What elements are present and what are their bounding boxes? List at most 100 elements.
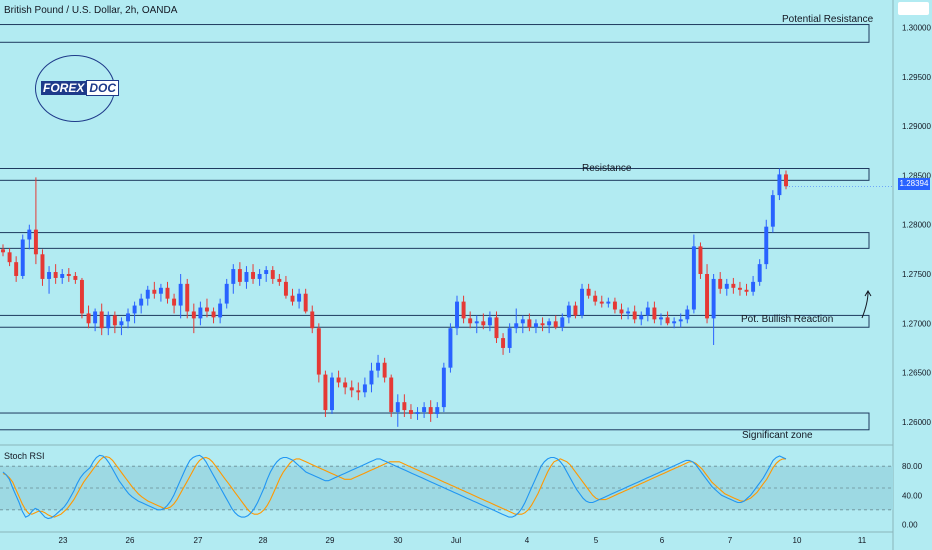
time-tick-label: 27 (194, 536, 203, 545)
zone-rect (0, 232, 870, 249)
candle (283, 275, 288, 299)
candle-body (455, 301, 459, 329)
candle (237, 262, 242, 286)
price-tick-label: 1.26000 (902, 418, 931, 427)
candle (362, 377, 367, 398)
candle (435, 402, 440, 418)
candle (428, 400, 433, 422)
price-tick-label: 1.29500 (902, 73, 931, 82)
candle-body (586, 288, 591, 296)
price-tick-label: 1.29000 (902, 122, 931, 131)
candle-body (270, 270, 275, 279)
candle-body (691, 246, 696, 310)
candle (737, 281, 742, 296)
candle-body (362, 384, 367, 393)
candle (132, 301, 137, 324)
zone-rect (0, 412, 870, 431)
candle-body (685, 309, 690, 320)
logo-wordmark: FOREX DOC (41, 80, 120, 96)
candle (441, 362, 446, 413)
candle (415, 407, 420, 420)
candle-body (533, 323, 538, 328)
candle (612, 297, 617, 314)
candle (744, 283, 749, 296)
candle (178, 274, 183, 319)
candle (158, 283, 163, 302)
current-price-badge: 1.28394 (898, 178, 930, 190)
candle (691, 234, 696, 314)
candle (290, 288, 295, 306)
candle (501, 333, 506, 355)
candle (566, 301, 571, 324)
candle (422, 402, 427, 418)
candle-body (645, 307, 650, 316)
candle (685, 305, 690, 324)
candle (33, 177, 38, 265)
candle-body (112, 315, 117, 326)
candle (191, 303, 196, 334)
candle (494, 311, 499, 344)
rsi-tick-label: 80.00 (902, 462, 923, 471)
candle-body (678, 319, 683, 322)
candle-body (494, 317, 499, 339)
candle-body (382, 362, 387, 378)
time-tick-label: 4 (525, 536, 530, 545)
candle (99, 303, 104, 336)
candle (487, 311, 492, 332)
candle-body (389, 377, 394, 413)
candle-body (744, 289, 749, 292)
candle-body (205, 307, 209, 312)
candle-body (626, 311, 631, 314)
candle (330, 372, 334, 415)
candle-body (757, 264, 762, 282)
candle-body (599, 301, 604, 304)
candle (277, 274, 282, 286)
candle-body (218, 303, 223, 318)
candle-body (99, 311, 104, 329)
candle-body (593, 295, 598, 302)
candle-body (86, 313, 91, 324)
candle-body (323, 374, 328, 411)
candle (112, 311, 117, 334)
candle (270, 266, 275, 284)
candle-body (751, 281, 756, 292)
candle (645, 301, 650, 322)
price-tick-label: 1.28000 (902, 221, 931, 230)
candle-body (652, 307, 657, 320)
time-tick-label: 30 (394, 536, 403, 545)
candle (599, 295, 604, 308)
candle (145, 285, 150, 306)
candle-body (737, 287, 742, 290)
candle (1, 244, 5, 257)
candle-body (224, 283, 229, 304)
candle-body (119, 321, 124, 326)
candle-body (93, 311, 98, 324)
candle (520, 315, 525, 334)
candle (639, 311, 644, 326)
candle (369, 362, 374, 393)
zone-rect (0, 314, 870, 328)
candle-body (474, 321, 479, 324)
candle (257, 269, 262, 286)
candle-body (244, 272, 249, 282)
candle (139, 293, 144, 314)
candle-body (553, 321, 558, 328)
candle-body (185, 283, 190, 312)
candle (481, 313, 486, 330)
candle (751, 275, 756, 296)
candle-body (297, 293, 302, 302)
candle-body (33, 229, 38, 255)
symbol-badge[interactable] (898, 2, 929, 15)
candle (678, 313, 683, 328)
candle (86, 305, 91, 329)
price-tick-label: 1.28500 (902, 171, 931, 180)
candle (251, 264, 256, 284)
candle-body (764, 226, 769, 265)
price-tick-label: 1.27000 (902, 319, 931, 328)
candle-body (672, 321, 677, 324)
bullish-arrow (861, 291, 869, 319)
candle-body (310, 311, 315, 329)
candle (395, 394, 400, 427)
candle (40, 249, 45, 286)
